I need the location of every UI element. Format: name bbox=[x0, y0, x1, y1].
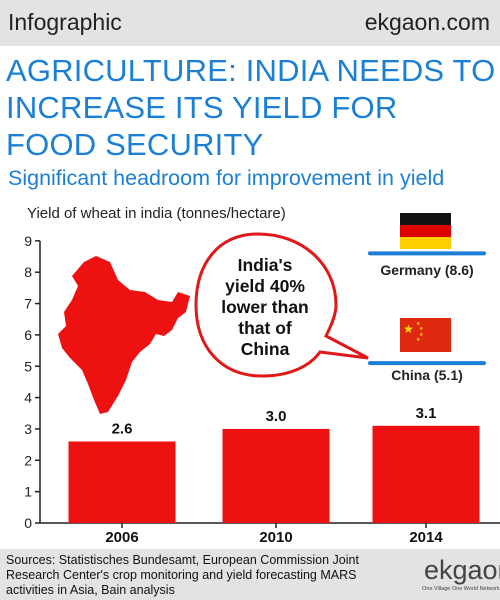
bar-value-label: 2.6 bbox=[112, 420, 133, 437]
category-label: Infographic bbox=[8, 9, 122, 35]
svg-text:★: ★ bbox=[416, 337, 421, 343]
china-flag-icon: ★ ★ ★ ★ ★ bbox=[400, 318, 451, 352]
subheadline: Significant headroom for improvement in … bbox=[8, 166, 445, 190]
bubble-line: that of bbox=[238, 318, 292, 338]
svg-text:★: ★ bbox=[419, 326, 424, 332]
bar-2010 bbox=[222, 428, 330, 523]
sources-text: Sources: Statistisches Bundesamt, Europe… bbox=[6, 553, 359, 597]
ekgaon-logo[interactable]: ekgaon One Village One World Network bbox=[418, 555, 500, 597]
bar-value-label: 3.0 bbox=[266, 408, 287, 425]
y-tick-label: 3 bbox=[24, 421, 32, 437]
site-name[interactable]: ekgaon.com bbox=[364, 9, 490, 35]
reference-label: China (5.1) bbox=[391, 367, 463, 383]
germany-flag-icon bbox=[400, 213, 451, 249]
y-tick-label: 8 bbox=[24, 264, 32, 280]
bar-2014 bbox=[372, 425, 480, 523]
y-tick-label: 4 bbox=[24, 390, 32, 406]
logo-text: ekgaon bbox=[424, 555, 500, 585]
y-axis-label: Yield of wheat in india (tonnes/hectare) bbox=[27, 205, 286, 222]
bar-2006 bbox=[68, 441, 176, 523]
logo-tagline: One Village One World Network bbox=[422, 586, 500, 592]
top-bar: Infographic ekgaon.com bbox=[0, 0, 500, 46]
logo-wordmark: ekgaon bbox=[424, 555, 500, 586]
reference-label: Germany (8.6) bbox=[380, 262, 473, 278]
y-tick-label: 9 bbox=[24, 233, 32, 249]
y-tick-label: 2 bbox=[24, 452, 32, 468]
plot-area: 0 1 2 3 4 5 6 7 8 9 2.6 2006 3.0 2010 3.1 2014 Germany (… bbox=[24, 233, 500, 546]
svg-text:★: ★ bbox=[419, 332, 424, 338]
bubble-line: India's bbox=[238, 255, 293, 275]
x-tick-label: 2006 bbox=[105, 529, 138, 546]
bar-value-label: 3.1 bbox=[416, 405, 437, 422]
bubble-line: lower than bbox=[221, 297, 309, 317]
india-map-icon bbox=[58, 256, 190, 414]
svg-text:★: ★ bbox=[403, 322, 414, 336]
bubble-line: China bbox=[241, 339, 290, 359]
bubble-line: yield 40% bbox=[225, 276, 305, 296]
footer: Sources: Statistisches Bundesamt, Europe… bbox=[0, 549, 500, 600]
x-tick-label: 2014 bbox=[409, 529, 443, 546]
y-tick-label: 6 bbox=[24, 327, 32, 343]
svg-text:★: ★ bbox=[416, 321, 421, 327]
y-tick-label: 7 bbox=[24, 296, 32, 312]
x-tick-label: 2010 bbox=[259, 529, 292, 546]
headline: AGRICULTURE: INDIA NEEDS TO INCREASE ITS… bbox=[6, 53, 496, 162]
y-tick-label: 5 bbox=[24, 358, 32, 374]
speech-bubble bbox=[194, 232, 369, 378]
y-tick-label: 1 bbox=[24, 484, 32, 500]
y-tick-label: 0 bbox=[24, 515, 32, 531]
